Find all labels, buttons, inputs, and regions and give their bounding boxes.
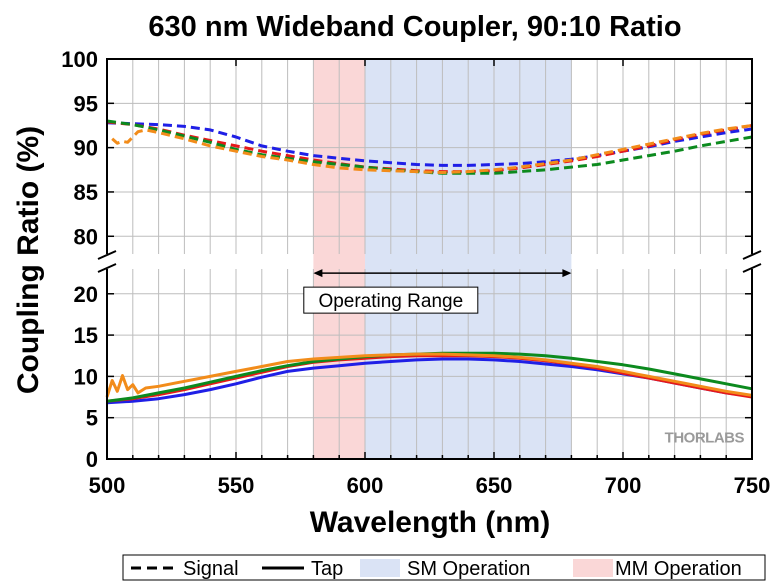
y-tick-label: 5 [86, 406, 98, 431]
y-tick-label: 95 [74, 91, 98, 116]
axis-break-mark [97, 263, 117, 273]
y-tick-label: 85 [74, 180, 98, 205]
arrow-head-left [313, 269, 323, 278]
operating-range-annotation: Operating Range THORLABS [303, 269, 745, 446]
legend-label-sm-operation: SM Operation [407, 558, 530, 580]
x-tick-label: 750 [734, 473, 771, 498]
axis-break-gap [742, 255, 762, 268]
y-tick-label: 15 [74, 323, 98, 348]
y-tick-label: 10 [74, 364, 98, 389]
x-tick-label: 700 [605, 473, 642, 498]
y-tick-label: 80 [74, 224, 98, 249]
x-tick-label: 500 [89, 473, 126, 498]
operating-range-label-box [303, 286, 479, 314]
thorlabs-watermark-logo: THORLABS [665, 429, 745, 446]
y-tick-label: 100 [61, 47, 98, 72]
y-tick-label: 20 [74, 282, 98, 307]
legend-swatch-mm-operation [573, 559, 613, 577]
x-tick-label: 650 [476, 473, 513, 498]
legend-label-signal: Signal [183, 558, 239, 580]
legend-swatch-sm-operation [360, 559, 400, 577]
grid [107, 59, 752, 459]
legend-box [122, 554, 766, 581]
y-axis-label: Coupling Ratio (%) [12, 126, 45, 394]
legend-label-mm-operation: MM Operation [615, 558, 742, 580]
series-lines [105, 119, 753, 405]
legend-label-tap: Tap [311, 558, 343, 580]
legend: Signal Tap SM Operation MM Operation [122, 554, 766, 581]
tick-labels: 500 550 600 650 700 750 80 85 90 95 100 0 5 10 15 20 [61, 47, 770, 498]
x-axis-label: Wavelength (nm) [310, 506, 551, 539]
axis-break-mark [97, 250, 117, 260]
series-tap-line [106, 354, 753, 403]
series-tap-line [105, 352, 753, 398]
x-tick-label: 550 [218, 473, 255, 498]
x-tick-label: 600 [347, 473, 384, 498]
axis-break-mark [742, 263, 762, 273]
chart-title: 630 nm Wideband Coupler, 90:10 Ratio [148, 11, 681, 43]
axis-break-mark [742, 250, 762, 260]
upper-panel-frame [106, 58, 753, 254]
y-tick-label: 0 [86, 447, 98, 472]
series-signal-line [111, 124, 753, 174]
operating-range-label: Operating Range [318, 291, 463, 312]
y-tick-label: 90 [74, 136, 98, 161]
lower-panel-frame [106, 269, 753, 460]
arrow-head-right [562, 269, 572, 278]
series-signal-line [106, 121, 753, 167]
axes [97, 58, 762, 460]
axis-break-gap [97, 255, 117, 268]
